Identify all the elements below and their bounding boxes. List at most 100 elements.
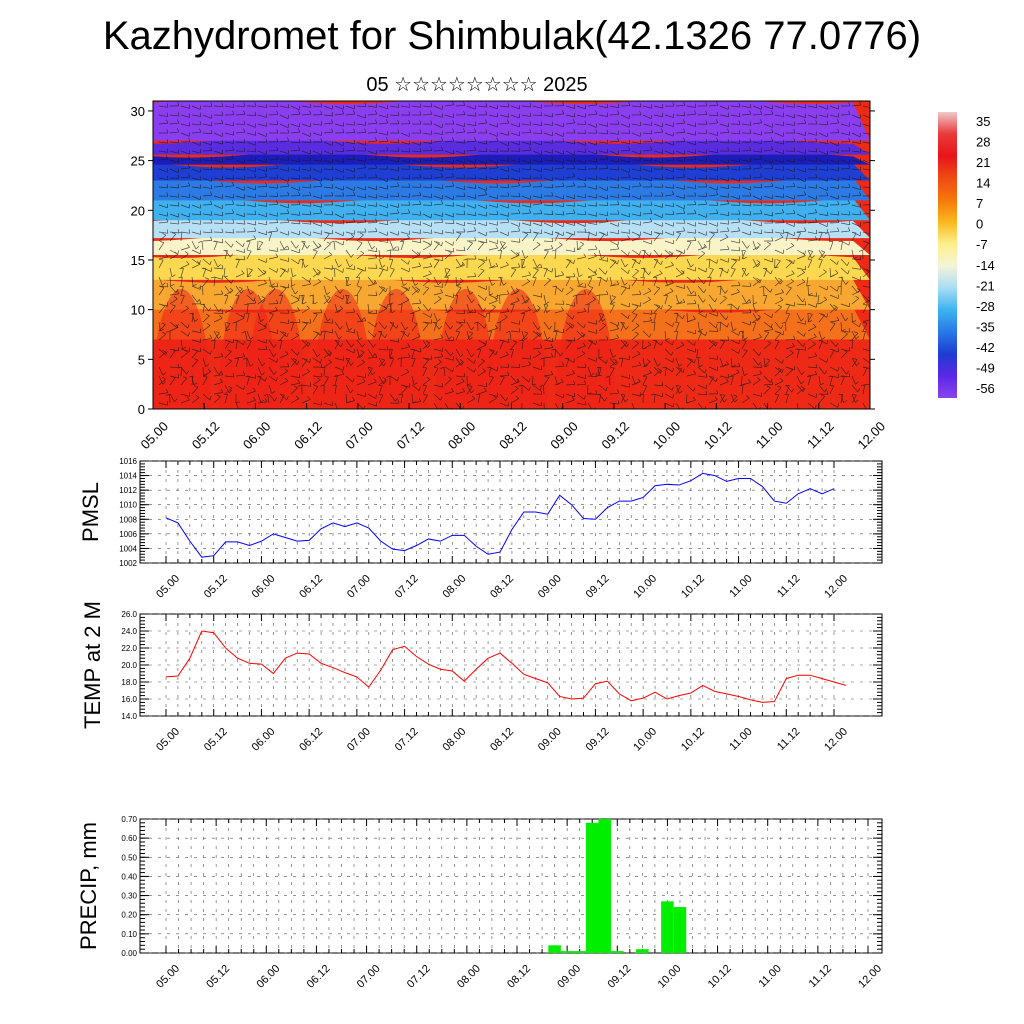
wind-barb [510, 168, 520, 173]
wind-barb-flag [649, 146, 653, 151]
wind-barb-flag [495, 164, 499, 169]
wind-barb-flag [463, 372, 466, 378]
wind-barb-flag [639, 110, 642, 115]
wind-barb [686, 241, 692, 251]
wind-barb [719, 297, 727, 305]
wind-barb [433, 114, 443, 118]
wind-barb [345, 186, 355, 191]
wind-barb [367, 330, 375, 338]
wind-barb-flag [408, 111, 411, 116]
wind-barb [268, 285, 278, 288]
wind-barb-flag [727, 165, 730, 170]
wind-barb [763, 159, 773, 164]
wind-barb-flag [364, 211, 367, 216]
wind-barb-flag [199, 299, 202, 304]
wind-barb-flag [177, 112, 180, 117]
wind-barb [466, 131, 476, 134]
wind-barb-flag [419, 200, 422, 205]
wind-barb [576, 393, 585, 400]
wind-barb-flag [452, 128, 455, 133]
wind-barb-flag [177, 193, 180, 198]
wind-barb-flag [788, 367, 793, 371]
wind-barb [345, 149, 355, 152]
wind-barb-flag [474, 184, 477, 189]
wind-barb-flag [651, 393, 656, 396]
wind-barb-flag [835, 270, 839, 274]
wind-barb-flag [276, 138, 279, 143]
wind-barb [433, 123, 443, 129]
wind-barb-flag [339, 289, 343, 294]
wind-barb [565, 212, 575, 215]
wind-barb [851, 375, 856, 385]
wind-barb-flag [375, 103, 378, 108]
wind-barb [367, 339, 374, 348]
wind-barb [862, 299, 870, 305]
wind-barb-flag [518, 238, 521, 243]
wind-barb [664, 306, 672, 314]
wind-barb [235, 288, 243, 296]
wind-barb [631, 381, 641, 386]
wind-barb [422, 303, 429, 312]
wind-barb [378, 195, 388, 199]
wind-barb [400, 276, 404, 286]
wind-barb-flag [397, 192, 400, 197]
wind-barb-flag [254, 102, 257, 107]
wind-barb [774, 249, 784, 254]
wind-barb [290, 267, 294, 277]
wind-barb-flag [379, 256, 384, 260]
wind-barb [268, 249, 278, 252]
wind-barb-flag [705, 390, 708, 395]
wind-barb-flag [650, 157, 653, 162]
wind-barb [367, 276, 374, 285]
wind-barb [730, 291, 740, 296]
wind-barb [664, 240, 674, 245]
wind-barb [378, 303, 387, 310]
wind-barb [708, 259, 711, 269]
wind-barb-flag [617, 120, 620, 125]
wind-barb [400, 321, 406, 331]
wind-barb [543, 250, 549, 260]
wind-barb [543, 222, 553, 227]
wind-barb-flag [516, 297, 520, 301]
wind-barb [334, 231, 344, 236]
wind-barb [543, 303, 548, 313]
wind-barb-flag [221, 111, 224, 116]
wind-barb-flag [171, 304, 176, 307]
wind-barb [235, 213, 245, 217]
wind-barb [532, 233, 539, 242]
wind-barb-flag [814, 218, 818, 223]
wind-barb [290, 149, 300, 152]
wind-barb-flag [408, 119, 411, 124]
wind-barb [587, 213, 597, 217]
wind-barb [367, 257, 377, 260]
wind-barb-flag [238, 286, 243, 290]
wind-barb [312, 245, 322, 251]
wind-barb-flag [539, 332, 542, 337]
wind-barb [620, 123, 630, 128]
wind-barb [334, 267, 343, 273]
wind-barb-flag [583, 324, 586, 329]
wind-barb [356, 105, 367, 107]
wind-barb-flag [843, 349, 848, 352]
wind-barb-flag [375, 218, 378, 223]
wind-barb-flag [358, 268, 363, 271]
wind-barb-flag [162, 372, 167, 376]
wind-barb-flag [606, 290, 609, 295]
wind-barb [587, 304, 590, 314]
wind-barb [807, 294, 817, 297]
wind-barb-flag [826, 390, 829, 395]
wind-barb-flag [429, 262, 433, 267]
wind-barb-flag [533, 232, 538, 234]
wind-barb-flag [518, 384, 523, 387]
wind-barb [499, 316, 508, 323]
wind-barb [378, 348, 388, 351]
wind-barb-flag [364, 157, 367, 162]
wind-barb-flag [425, 340, 430, 344]
wind-barb-flag [824, 370, 828, 375]
wind-barb [202, 337, 212, 341]
wind-barb-flag [746, 395, 750, 399]
wind-barb [334, 113, 344, 116]
wind-barb [686, 123, 696, 127]
wind-barb-flag [189, 375, 194, 378]
wind-barb-flag [749, 146, 752, 151]
